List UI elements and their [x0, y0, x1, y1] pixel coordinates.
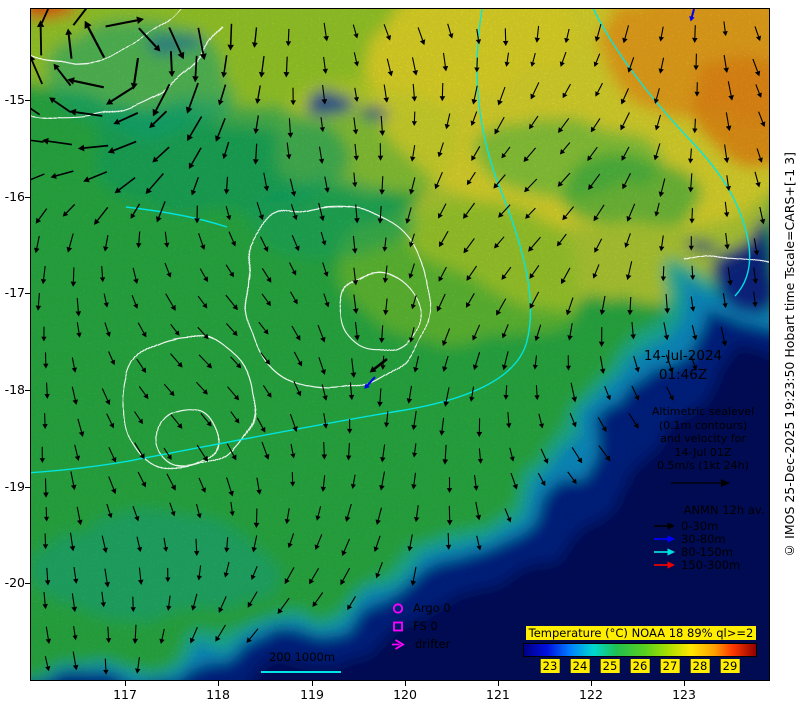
mooring-vector-0-30m [369, 357, 388, 373]
y-tick-mark [25, 389, 30, 391]
timestamp: 14-Jul-2024 01:46Z [607, 347, 759, 385]
x-tick-mark [312, 681, 313, 686]
platform-label: FS 0 [413, 619, 438, 633]
velocity-scale-arrow [627, 473, 769, 492]
anmn-depth-label: 150-300m [681, 557, 741, 572]
depth-arrow-icon [654, 560, 675, 569]
x-tick-mark [590, 681, 592, 686]
colorbar-tick-label: 27 [660, 659, 680, 673]
anmn-legend-row: 0-30m [653, 518, 769, 533]
x-tick-label: 119 [300, 687, 324, 702]
anmn-legend-row: 150-300m [653, 557, 769, 572]
altimetric-line: 14-Jul 01Z [674, 445, 732, 459]
isobath-legend-label: 200 1000m [268, 650, 336, 664]
anmn-depth-label: 30-80m [681, 531, 726, 546]
anmn-legend-title: ANMN 12h av. [683, 503, 765, 517]
x-tick-label: 123 [672, 687, 696, 702]
anmn-depth-label: 80-150m [681, 544, 733, 559]
isobath-legend-line [261, 671, 341, 673]
y-tick-mark [25, 99, 30, 101]
y-tick-label: -16 [4, 188, 25, 204]
x-tick-label: 120 [393, 687, 417, 702]
y-tick-label: -20 [4, 575, 25, 591]
altimetric-line: and velocity for [660, 432, 746, 445]
anmn-depth-label: 0-30m [681, 518, 719, 533]
argo-circle-icon [392, 602, 404, 614]
x-tick-label: 121 [486, 687, 510, 702]
altimetric-line: (0.1m contours) [658, 418, 748, 432]
sealevel-contours [31, 9, 769, 471]
map-area: 14-Jul-2024 01:46Z Altimetric sealevel (… [30, 8, 770, 681]
altimetric-line: Altimetric sealevel [651, 405, 755, 418]
scale-arrow-icon [671, 479, 730, 487]
y-tick-label: -18 [4, 381, 25, 397]
colorbar-gradient [523, 643, 757, 657]
depth-arrow-icon [654, 547, 675, 556]
sst-map-canvas [31, 9, 769, 680]
colorbar-tick-label: 26 [630, 659, 650, 673]
altimetric-note: Altimetric sealevel (0.1m contours) and … [627, 405, 769, 473]
platform-label: Argo 0 [413, 601, 451, 615]
anmn-legend-rows: 0-30m 30-80m 80-150m 150-300m [653, 518, 769, 572]
x-tick-label: 122 [579, 687, 603, 702]
timestamp-time: 01:46Z [658, 367, 708, 383]
altimetric-line: 0.5m/s (1kt 24h) [657, 459, 749, 472]
y-tick-mark [25, 583, 30, 585]
x-tick-label: 117 [113, 687, 137, 702]
colorbar-ticks: 23 24 25 26 27 28 29 [523, 659, 759, 675]
raster-noise [31, 9, 769, 680]
platform-label: drifter [415, 637, 451, 651]
y-tick-label: -19 [4, 478, 25, 494]
anmn-legend-row: 80-150m [653, 544, 769, 559]
depth-arrow-icon [654, 521, 675, 530]
x-tick-mark [218, 681, 220, 686]
platform-legend: Argo 0 FS 0 drifter [391, 599, 451, 653]
x-tick-mark [684, 681, 685, 686]
x-tick-mark [125, 681, 127, 686]
drifter-arrow-icon [392, 638, 405, 650]
colorbar-tick-label: 29 [720, 659, 740, 673]
fs-square-icon [393, 621, 403, 631]
mooring-vectors [364, 9, 695, 389]
mooring-vector-top [689, 9, 695, 22]
x-tick-mark [405, 681, 407, 686]
y-tick-mark [25, 486, 30, 488]
anmn-legend: ANMN 12h av. 0-30m 30-80m 80-150m 150-300m [653, 503, 769, 572]
colorbar-tick-label: 28 [690, 659, 710, 673]
y-tick-mark [25, 293, 30, 295]
colorbar: Temperature (°C) NOAA 18 89% ql>=2 23 24 2… [523, 626, 759, 675]
colorbar-title: Temperature (°C) NOAA 18 89% ql>=2 [523, 626, 759, 640]
timestamp-date: 14-Jul-2024 [643, 348, 723, 364]
anmn-legend-row: 30-80m [653, 531, 769, 546]
colorbar-tick-label: 25 [600, 659, 620, 673]
platform-legend-row: FS 0 [391, 617, 451, 635]
platform-legend-row: Argo 0 [391, 599, 451, 617]
copyright-text: © IMOS 25-Dec-2025 19:23:50 Hobart time … [781, 152, 797, 558]
colorbar-title-text: Temperature (°C) NOAA 18 89% ql>=2 [525, 626, 757, 640]
current-vectors [31, 9, 766, 675]
platform-legend-row: drifter [391, 635, 451, 653]
y-tick-mark [25, 196, 30, 198]
copyright: © IMOS 25-Dec-2025 19:23:50 Hobart time … [778, 0, 800, 710]
depth-arrow-icon [654, 534, 675, 543]
x-tick-label: 118 [206, 687, 230, 702]
colorbar-tick-label: 23 [540, 659, 560, 673]
colorbar-tick-label: 24 [570, 659, 590, 673]
mooring-vector-30-80m [364, 376, 376, 389]
x-tick-mark [497, 681, 499, 686]
y-tick-label: -15 [4, 91, 25, 107]
y-tick-label: -17 [4, 285, 25, 301]
